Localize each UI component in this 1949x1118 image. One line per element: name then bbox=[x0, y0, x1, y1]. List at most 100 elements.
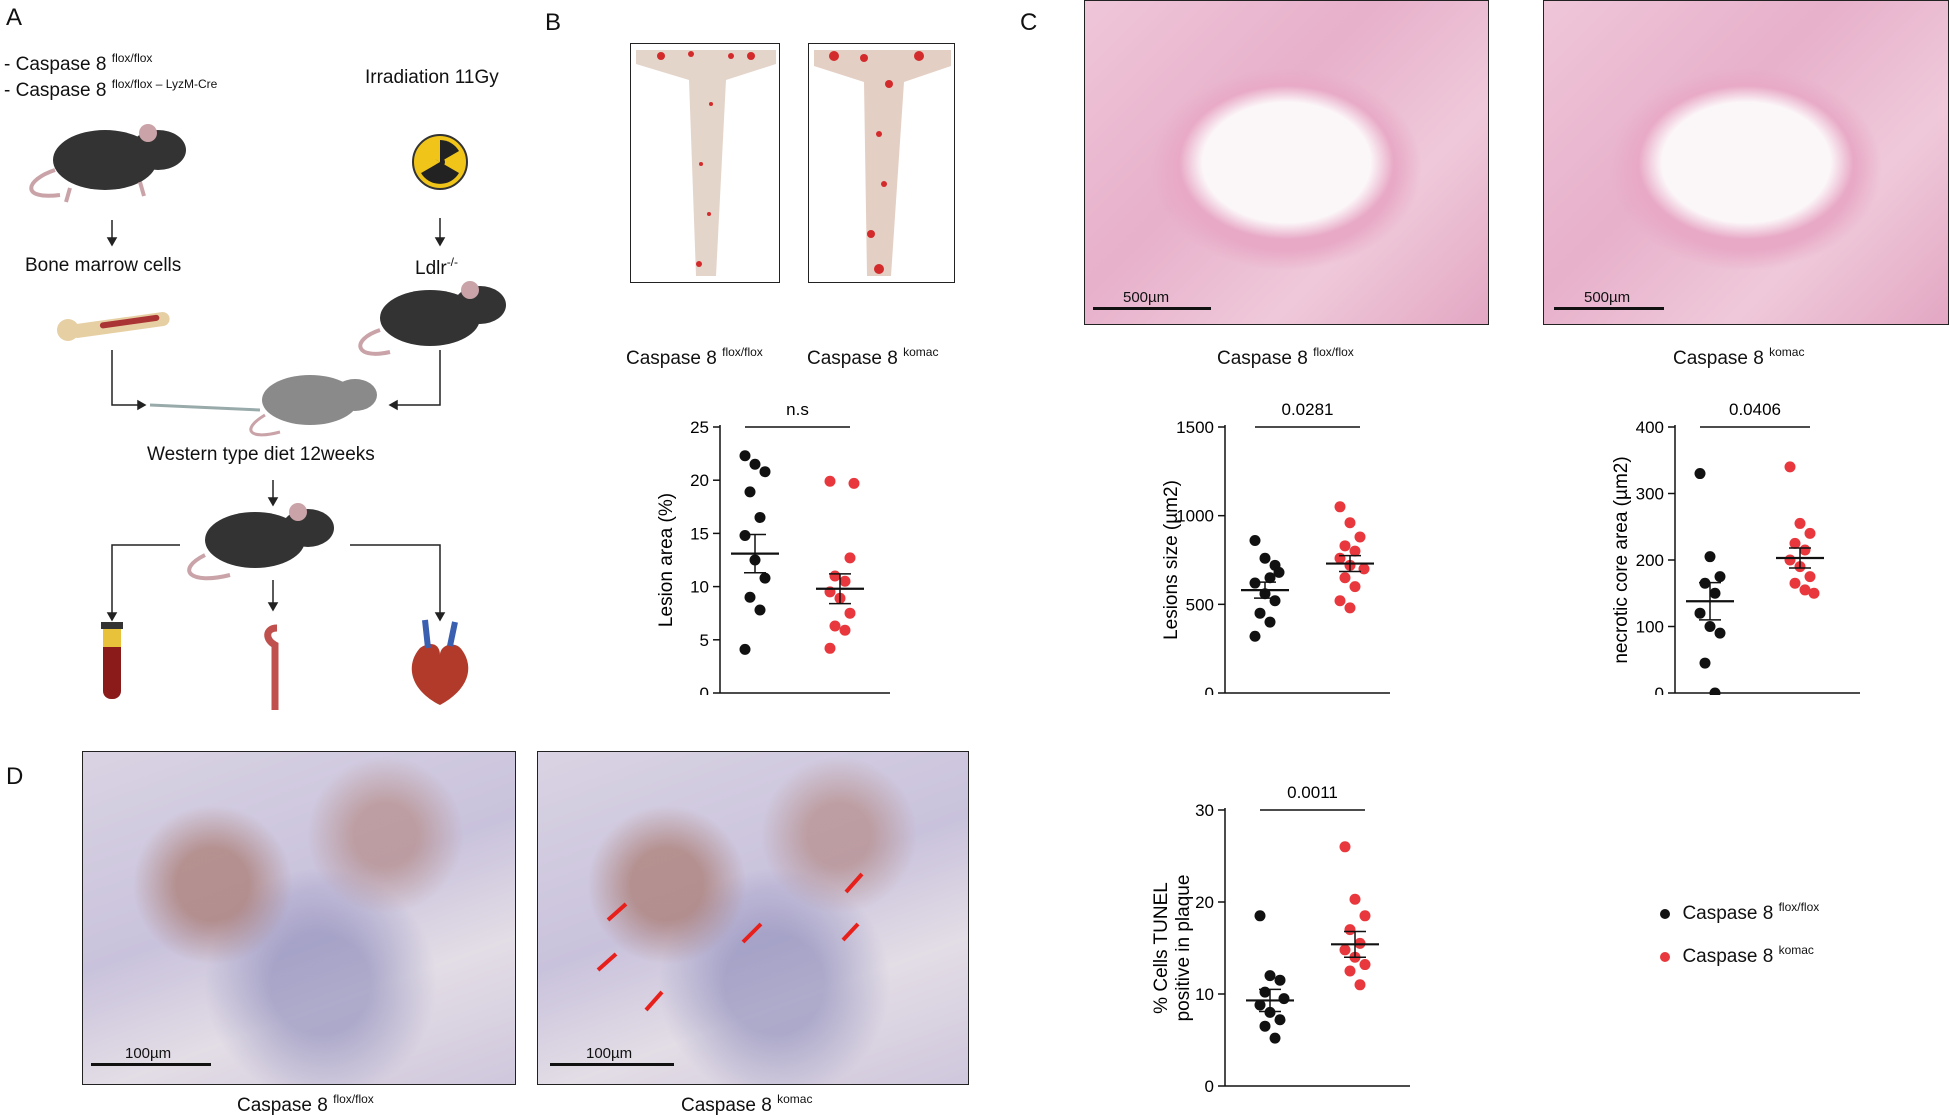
data-point bbox=[1354, 531, 1366, 543]
data-point bbox=[1344, 517, 1356, 529]
radiation-icon bbox=[412, 134, 468, 190]
data-point bbox=[1254, 607, 1266, 619]
data-point bbox=[1278, 993, 1290, 1005]
y-axis-label: % Cells TUNELpositive in plaque bbox=[1151, 875, 1194, 1022]
data-point bbox=[1339, 841, 1351, 853]
y-tick-label: 20 bbox=[1195, 893, 1214, 912]
y-tick-label: 25 bbox=[690, 418, 709, 437]
data-point bbox=[1249, 577, 1261, 589]
genotype-control: - Caspase 8 flox/flox bbox=[4, 51, 153, 75]
scale-bar bbox=[1554, 307, 1664, 310]
data-point bbox=[1259, 986, 1271, 998]
y-tick-label: 15 bbox=[690, 524, 709, 543]
y-axis-label: Lesions size (µm2) bbox=[1161, 480, 1182, 640]
data-point bbox=[759, 572, 771, 584]
data-point bbox=[744, 486, 756, 498]
data-point bbox=[1349, 545, 1361, 557]
data-point bbox=[1274, 974, 1286, 986]
y-tick-label: 20 bbox=[690, 471, 709, 490]
scale-label: 100µm bbox=[125, 1045, 172, 1062]
data-point bbox=[839, 624, 851, 636]
data-point bbox=[829, 620, 841, 632]
data-point bbox=[1339, 944, 1351, 956]
chart-lesion-size: 0 500 1000 1500 Lesions size (µm2) 0.0281 bbox=[1161, 400, 1390, 695]
scale-bar bbox=[91, 1063, 211, 1066]
data-point bbox=[1273, 566, 1285, 578]
scale-label: 500µm bbox=[1584, 289, 1631, 306]
data-point bbox=[1249, 630, 1261, 642]
data-point bbox=[1359, 910, 1371, 922]
y-tick-label: 500 bbox=[1186, 595, 1214, 614]
data-point bbox=[1264, 970, 1276, 982]
lesion-spots bbox=[657, 51, 755, 267]
y-tick-label: 400 bbox=[1636, 418, 1664, 437]
data-point bbox=[1349, 893, 1361, 905]
tunel-image-komac: 100µm bbox=[537, 751, 969, 1085]
data-point bbox=[1344, 924, 1356, 936]
data-point bbox=[1264, 572, 1276, 584]
y-tick-label: 0 bbox=[1205, 1077, 1214, 1096]
lesion-spots bbox=[829, 51, 924, 274]
y-tick-label: 100 bbox=[1636, 618, 1664, 637]
data-point bbox=[759, 466, 771, 478]
data-point bbox=[1799, 584, 1811, 596]
scale-label: 100µm bbox=[586, 1045, 633, 1062]
data-point bbox=[824, 475, 836, 487]
data-point bbox=[1269, 1032, 1281, 1044]
data-point bbox=[848, 477, 860, 489]
scale-bar bbox=[1093, 307, 1211, 310]
data-point bbox=[1264, 616, 1276, 628]
data-point bbox=[1694, 468, 1706, 480]
data-point bbox=[1799, 544, 1811, 556]
panel-d-caption-flox: Caspase 8 flox/flox bbox=[237, 1092, 374, 1116]
panel-c-caption-komac: Caspase 8 komac bbox=[1673, 345, 1805, 369]
ldlr-label: Ldlr-/- bbox=[415, 255, 459, 279]
data-point bbox=[739, 450, 751, 462]
y-tick-label: 10 bbox=[690, 578, 709, 597]
scheme-graphics bbox=[29, 124, 506, 710]
tunel-image-flox: 100µm bbox=[82, 751, 516, 1085]
y-tick-label: 30 bbox=[1195, 801, 1214, 820]
aorta-icon bbox=[264, 624, 279, 710]
data-point bbox=[739, 530, 751, 542]
blood-tube-icon bbox=[101, 622, 123, 699]
data-point bbox=[1344, 965, 1356, 977]
y-tick-label: 0 bbox=[1655, 684, 1664, 695]
data-point bbox=[1714, 627, 1726, 639]
data-point bbox=[1789, 537, 1801, 549]
data-point bbox=[1694, 607, 1706, 619]
he-image-komac: 500µm bbox=[1543, 0, 1949, 325]
data-point bbox=[1354, 979, 1366, 991]
data-point bbox=[1804, 571, 1816, 583]
data-point bbox=[829, 570, 841, 582]
significance-label: 0.0281 bbox=[1282, 400, 1334, 419]
genotype-knockout: - Caspase 8 flox/flox – LyzM-Cre bbox=[4, 77, 218, 101]
panel-label-c: C bbox=[1020, 9, 1038, 36]
he-image-flox: 500µm bbox=[1084, 0, 1489, 325]
diet-label: Western type diet 12weeks bbox=[147, 444, 375, 465]
scale-label: 500µm bbox=[1123, 289, 1170, 306]
data-point bbox=[1254, 910, 1266, 922]
chart-lesion-area: 0 5 10 15 20 25 Lesion area (%) n.s bbox=[656, 400, 890, 695]
data-point bbox=[739, 643, 751, 655]
y-tick-label: 1000 bbox=[1176, 507, 1214, 526]
legend-item-komac: Caspase 8 komac bbox=[1660, 943, 1819, 968]
arrow-markers bbox=[596, 872, 864, 1012]
data-point bbox=[1704, 551, 1716, 563]
harvest-mouse-icon bbox=[187, 503, 334, 581]
data-point bbox=[1339, 572, 1351, 584]
panel-label-d: D bbox=[6, 763, 24, 790]
data-point bbox=[1339, 540, 1351, 552]
y-tick-label: 0 bbox=[700, 684, 709, 695]
panel-label-b: B bbox=[545, 9, 562, 36]
data-point bbox=[1784, 461, 1796, 473]
panel-label-a: A bbox=[6, 4, 23, 31]
data-point bbox=[1249, 534, 1261, 546]
data-point bbox=[1259, 552, 1271, 564]
data-point bbox=[844, 607, 856, 619]
data-point bbox=[749, 458, 761, 470]
data-point bbox=[1709, 587, 1721, 599]
data-point bbox=[1704, 621, 1716, 632]
data-point bbox=[1254, 999, 1266, 1011]
